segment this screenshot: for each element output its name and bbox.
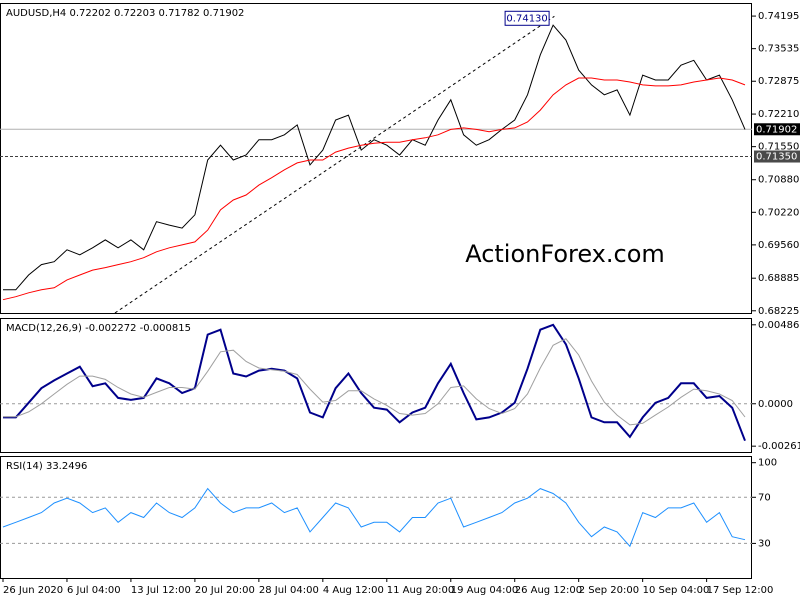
price-label-box bbox=[754, 123, 800, 136]
price-label: 0.71902 bbox=[756, 124, 797, 135]
trendline bbox=[114, 15, 555, 314]
series-line bbox=[3, 338, 746, 426]
panel-title: MACD(12,26,9) -0.002272 -0.000815 bbox=[6, 323, 191, 334]
level-label-box bbox=[754, 150, 800, 163]
y-tick-label: 0.69560 bbox=[758, 240, 799, 251]
y-tick-label: 0.68885 bbox=[758, 273, 799, 284]
x-tick-label: 6 Jul 04:00 bbox=[67, 585, 121, 596]
x-tick-label: 26 Aug 12:00 bbox=[515, 585, 582, 596]
y-tick-label: 0.70220 bbox=[758, 207, 799, 218]
x-tick-label: 13 Jul 12:00 bbox=[131, 585, 191, 596]
x-tick-label: 17 Sep 12:00 bbox=[707, 585, 774, 596]
peak-label: 0.74130 bbox=[506, 13, 547, 24]
panel-frame bbox=[0, 318, 752, 453]
x-tick-label: 19 Aug 04:00 bbox=[451, 585, 518, 596]
x-tick-label: 20 Jul 20:00 bbox=[195, 585, 255, 596]
y-tick-label: 0.72875 bbox=[758, 76, 799, 87]
y-tick-label: 0.68225 bbox=[758, 306, 799, 317]
series-line bbox=[2, 77, 746, 301]
y-tick-label: 0.73535 bbox=[758, 44, 799, 55]
panel-title: AUDUSD,H4 0.72202 0.72203 0.71782 0.7190… bbox=[6, 8, 244, 19]
peak-label-box bbox=[504, 10, 550, 26]
series-line bbox=[3, 24, 746, 291]
watermark: ActionForex.com bbox=[465, 240, 665, 268]
x-tick-label: 26 Jun 2020 bbox=[3, 585, 63, 596]
y-tick-label: 70 bbox=[758, 492, 771, 503]
level-label: 0.71350 bbox=[756, 152, 797, 163]
y-tick-label: 0.72210 bbox=[758, 109, 799, 120]
y-tick-label: 0.0000 bbox=[758, 399, 793, 410]
series-line bbox=[3, 323, 746, 442]
panel-title: RSI(14) 33.2496 bbox=[6, 461, 87, 472]
panel-frame bbox=[0, 3, 752, 314]
series-line bbox=[2, 487, 746, 548]
y-tick-label: 0.004861 bbox=[758, 320, 800, 331]
panel-frame bbox=[0, 456, 752, 579]
y-tick-label: 0.71550 bbox=[758, 142, 799, 153]
y-tick-label: 0.70880 bbox=[758, 175, 799, 186]
x-tick-label: 11 Aug 20:00 bbox=[387, 585, 454, 596]
x-tick-label: 28 Jul 04:00 bbox=[259, 585, 319, 596]
x-tick-label: 10 Sep 04:00 bbox=[643, 585, 710, 596]
y-tick-label: 0.74195 bbox=[758, 11, 799, 22]
y-tick-label: -0.002611 bbox=[758, 441, 800, 452]
y-tick-label: 30 bbox=[758, 538, 771, 549]
y-tick-label: 100 bbox=[758, 458, 777, 469]
x-tick-label: 4 Aug 12:00 bbox=[323, 585, 384, 596]
x-tick-label: 2 Sep 20:00 bbox=[579, 585, 639, 596]
